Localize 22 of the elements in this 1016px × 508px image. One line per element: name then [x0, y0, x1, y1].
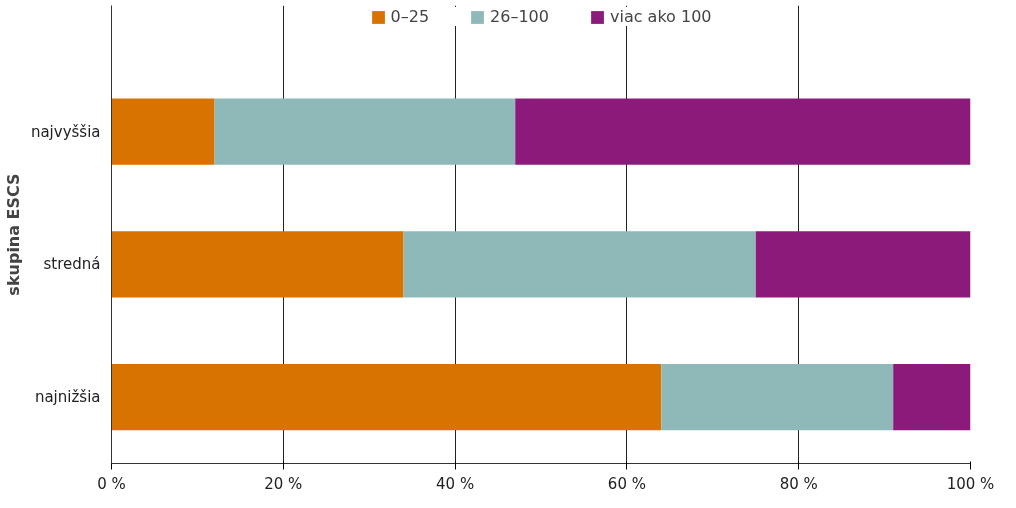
bar — [515, 98, 971, 165]
bar — [403, 231, 756, 298]
bar — [661, 363, 894, 431]
legend-label: viac ako 100 — [609, 7, 712, 26]
x-tick-label: 100 % — [946, 474, 995, 493]
x-tick-label: 80 % — [779, 474, 818, 493]
bar — [214, 98, 516, 165]
y-tick-label: najnižšia — [34, 388, 101, 407]
bar — [111, 231, 404, 298]
y-axis-title: skupina ESCS — [3, 173, 23, 296]
bar — [111, 363, 662, 431]
bar — [111, 98, 215, 165]
legend-label: 26–100 — [490, 7, 549, 26]
legend-label: 0–25 — [390, 7, 430, 26]
x-tick-label: 0 % — [97, 474, 126, 493]
bar — [755, 231, 971, 298]
y-tick-label: stredná — [43, 255, 101, 274]
x-tick-label: 60 % — [607, 474, 646, 493]
bar — [893, 363, 971, 431]
x-tick-label: 20 % — [264, 474, 303, 493]
y-tick-label: najvyššia — [30, 122, 101, 141]
x-tick-label: 40 % — [436, 474, 475, 493]
